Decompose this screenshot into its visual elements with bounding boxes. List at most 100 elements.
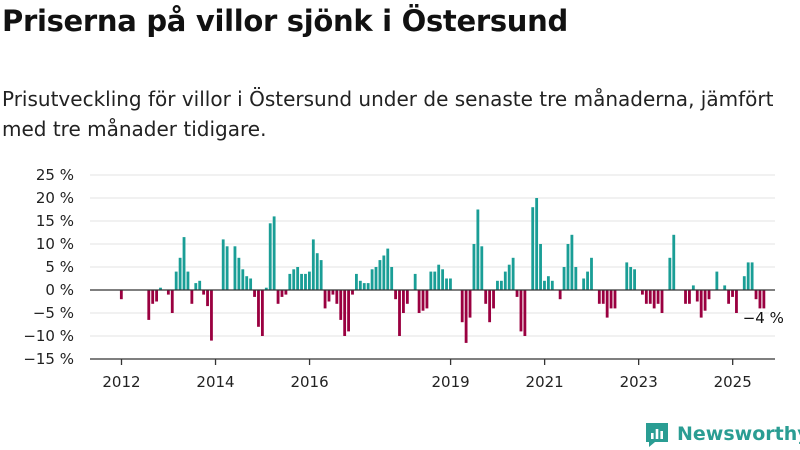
bar [413,273,417,290]
bar [562,267,566,290]
bar [206,290,209,307]
bar [688,290,691,304]
bar [480,246,484,290]
bar [358,280,362,290]
bar [331,290,335,295]
axes: 25 % 20 % 15 % 10 % 5 % 0 % −5 % −10 % −15 % 2012… [23,166,785,391]
x-tick-label: 2012 [102,373,140,391]
bar [550,280,554,290]
bar [460,290,464,323]
bar [496,280,499,290]
bar [268,223,272,290]
bar [684,290,687,304]
bar [249,278,253,290]
bar [398,290,401,336]
bar [276,290,280,304]
chart-title: Priserna på villor sjönk i Östersund [2,4,568,38]
x-tick-label: 2014 [196,373,234,391]
y-tick-label: −10 % [23,327,74,345]
bar [296,267,300,290]
bar [691,285,695,290]
bar [343,290,347,336]
bars [119,198,766,343]
bar [672,234,676,290]
bar [472,244,476,290]
bar [546,276,550,290]
bar [351,290,354,295]
bar-chart-logo-icon [646,423,668,447]
bar [284,290,288,295]
bar [715,271,719,290]
y-tick-label: 15 % [36,212,74,230]
bar [198,280,202,290]
bar [339,290,343,320]
bar [468,290,472,318]
bar [735,290,738,313]
bar [625,262,629,290]
bar [449,278,452,290]
bar [464,290,468,343]
bar [405,290,409,304]
bar [225,246,229,290]
bar [264,287,268,290]
bar [746,262,750,290]
bar [194,283,198,290]
bar [558,290,562,300]
bar [597,290,601,304]
bar [159,287,162,290]
bar [699,290,703,318]
bar [503,271,507,290]
bar [648,290,652,304]
bar [355,273,358,290]
bar [523,290,527,336]
bar [378,260,382,290]
bar [190,290,194,304]
bar [186,271,190,290]
bar [445,278,448,290]
bar [641,290,644,295]
bar [311,239,315,290]
bar [566,244,570,290]
bar [233,246,237,290]
bar [370,269,374,290]
bar [147,290,151,320]
bar [499,280,503,290]
bar [531,207,535,290]
bar [707,290,711,300]
y-tick-label: 25 % [36,166,74,184]
bar [488,290,492,323]
bar [570,234,574,290]
bar [280,290,284,297]
bar [703,290,707,311]
bar [574,267,578,290]
bar [668,257,672,290]
bar [660,290,664,313]
bar [609,290,613,309]
bar [644,290,648,304]
bar [300,273,303,290]
brand-name: Newsworthy [677,423,800,445]
bar [260,290,264,336]
bar [210,290,213,341]
bar [762,290,766,309]
bar [613,290,617,309]
x-tick-label: 2025 [714,373,752,391]
bar [492,290,495,309]
bar [511,257,515,290]
bar [151,290,155,304]
bar [441,269,445,290]
bar [315,253,319,290]
bar [417,290,421,313]
bar [507,264,511,290]
bar [288,273,292,290]
x-tick-label: 2016 [290,373,328,391]
bar [484,290,488,304]
bar [402,290,405,313]
bar [515,290,519,297]
bar [119,290,123,300]
bar [335,290,339,304]
bar [347,290,350,332]
bar [421,290,425,311]
bar [656,290,660,304]
bar [237,257,241,290]
